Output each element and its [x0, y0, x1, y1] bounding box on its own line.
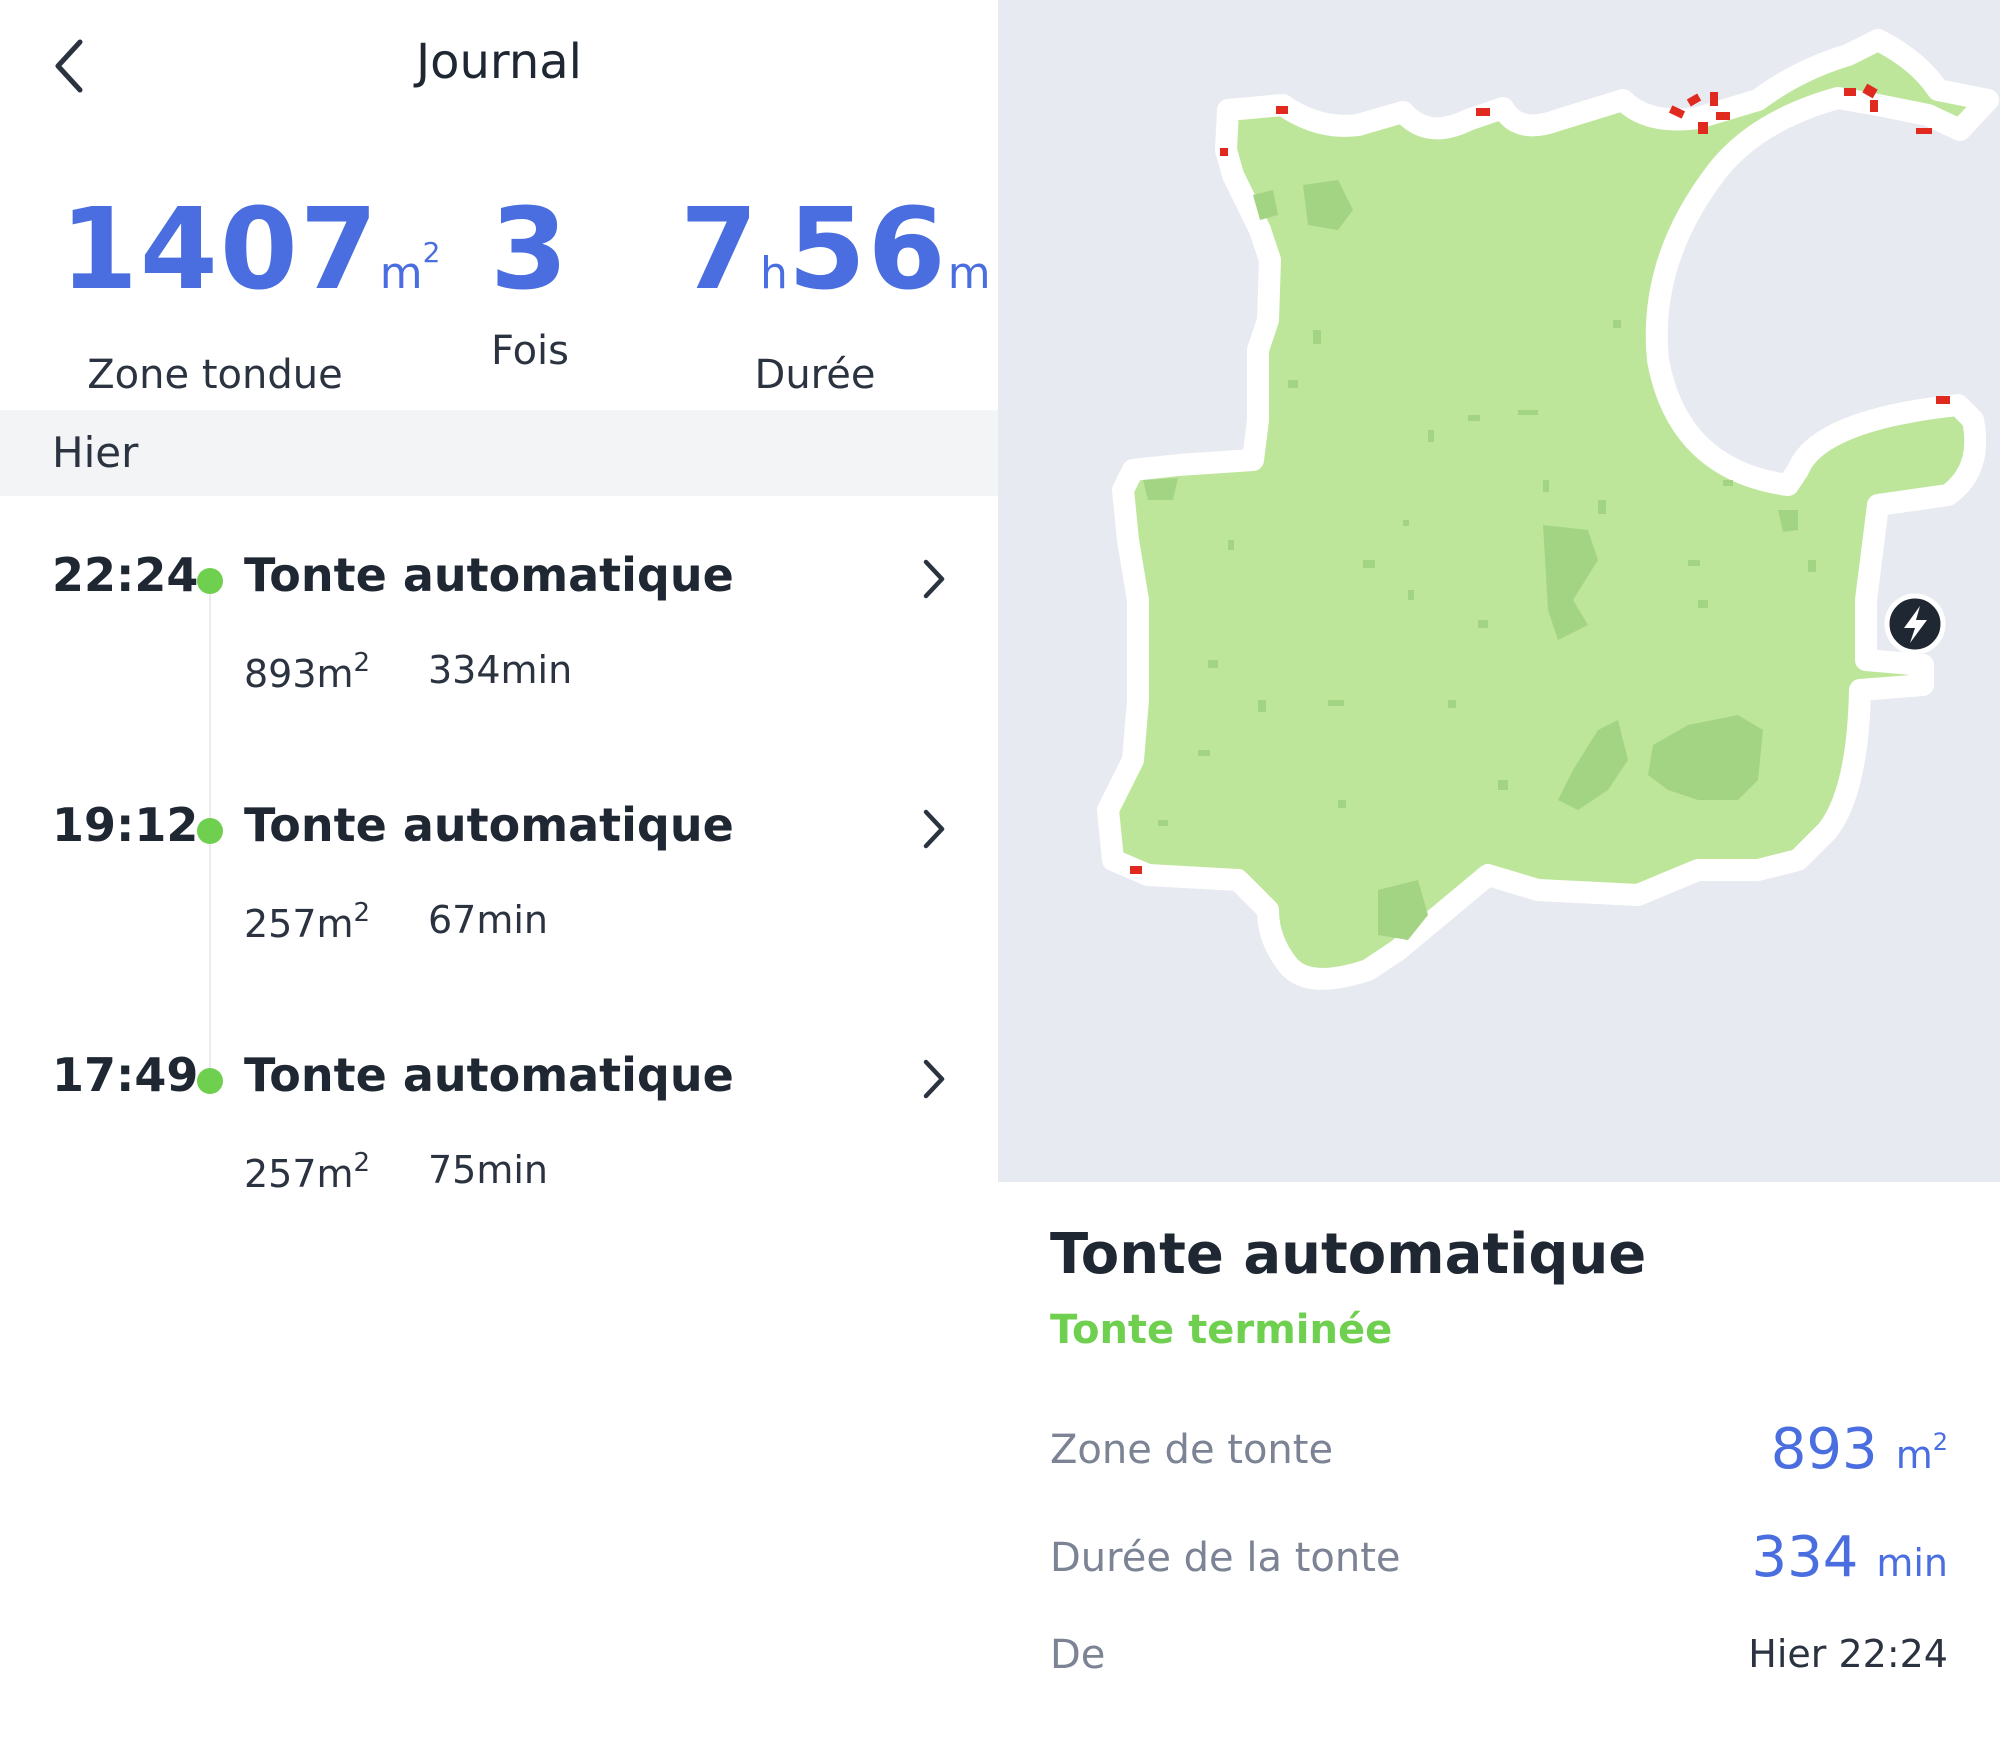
log-entry[interactable]: 19:12 Tonte automatique 257m2 67min	[0, 798, 998, 1038]
stat-duration-minutes-unit: m	[947, 248, 991, 299]
entry-area: 257m2	[244, 898, 371, 946]
detail-panel: Tonte automatique Tonte terminée Zone de…	[998, 0, 2000, 1754]
entry-time: 19:12	[52, 798, 199, 852]
entry-duration: 67min	[428, 898, 549, 942]
lawn-area	[1097, 29, 1999, 990]
log-entry[interactable]: 17:49 Tonte automatique 257m2 75min	[0, 1048, 998, 1288]
detail-status: Tonte terminée	[1050, 1307, 1393, 1353]
chevron-right-icon	[923, 559, 945, 599]
lawn-speckles	[1158, 320, 1816, 826]
stat-area-unit: m2	[379, 236, 441, 299]
entry-title: Tonte automatique	[244, 548, 734, 602]
lawn-dark-patches	[1143, 180, 1798, 940]
stat-duration-hours: 7	[680, 185, 760, 315]
session-details: Tonte automatique Tonte terminée Zone de…	[998, 1182, 2000, 1754]
entry-status-dot	[197, 1068, 223, 1094]
detail-row-duration: Durée de la tonte 334 min	[1050, 1525, 1948, 1595]
detail-duration-value: 334 min	[1751, 1525, 1948, 1590]
entry-title: Tonte automatique	[244, 798, 734, 852]
entry-time: 17:49	[52, 1048, 199, 1102]
entry-title: Tonte automatique	[244, 1048, 734, 1102]
mowing-map[interactable]	[998, 0, 2000, 1182]
entry-area: 893m2	[244, 648, 371, 696]
stat-duration-minutes: 56	[787, 185, 948, 315]
entry-duration: 334min	[428, 648, 573, 692]
entry-status-dot	[197, 568, 223, 594]
detail-area-label: Zone de tonte	[1050, 1427, 1334, 1473]
stat-duration-hours-unit: h	[759, 248, 788, 299]
detail-duration-label: Durée de la tonte	[1050, 1535, 1401, 1581]
stat-area-value: 1407	[60, 185, 380, 315]
stat-session-count: 3 Fois	[430, 190, 630, 374]
lawn-map-graphic	[1097, 29, 1999, 990]
stat-mowed-area: 1407m2 Zone tondue	[60, 190, 440, 398]
detail-title: Tonte automatique	[1050, 1222, 1647, 1287]
obstacle-markers	[1130, 83, 1950, 874]
chevron-right-icon	[923, 809, 945, 849]
stat-total-duration: 7h56m Durée	[680, 190, 991, 398]
charging-bolt-icon	[1904, 606, 1927, 643]
detail-row-area: Zone de tonte 893 m2	[1050, 1417, 1948, 1487]
back-button[interactable]	[48, 36, 92, 96]
summary-stats: 1407m2 Zone tondue 3 Fois 7h56m Durée	[0, 190, 998, 398]
stat-duration-label: Durée	[754, 352, 876, 398]
charging-station-marker[interactable]	[1884, 593, 1946, 655]
stat-area-label: Zone tondue	[87, 352, 343, 398]
entry-status-dot	[197, 818, 223, 844]
detail-start-value: Hier 22:24	[1748, 1632, 1948, 1676]
detail-row-start: De Hier 22:24	[1050, 1622, 1948, 1692]
detail-start-label: De	[1050, 1632, 1106, 1678]
chevron-left-icon	[55, 39, 83, 93]
chevron-right-icon	[923, 1059, 945, 1099]
section-header-day: Hier	[0, 410, 998, 496]
entry-duration: 75min	[428, 1148, 549, 1192]
entry-time: 22:24	[52, 548, 199, 602]
journal-panel: Journal 1407m2 Zone tondue 3 Fois 7h56m …	[0, 0, 998, 1754]
entry-area: 257m2	[244, 1148, 371, 1196]
detail-area-value: 893 m2	[1770, 1417, 1948, 1482]
stat-count-value: 3	[490, 185, 570, 315]
stat-count-label: Fois	[490, 328, 569, 374]
page-title: Journal	[415, 34, 582, 90]
section-day-label: Hier	[52, 428, 139, 477]
log-entry[interactable]: 22:24 Tonte automatique 893m2 334min	[0, 548, 998, 788]
